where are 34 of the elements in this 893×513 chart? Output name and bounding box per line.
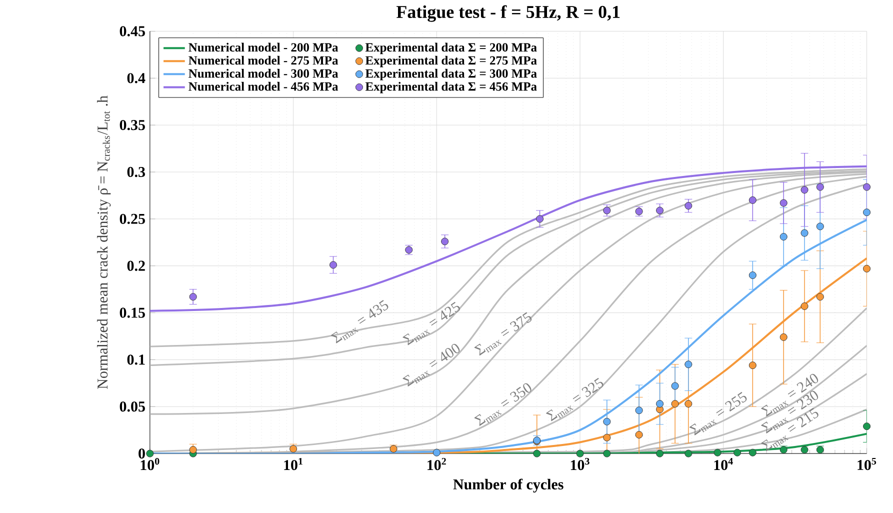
x-tick-label: 10$^{4}$ bbox=[714, 458, 733, 470]
y-tick-label: 0.4 bbox=[127, 73, 146, 84]
legend-label: Experimental data Σ = 275 MPa bbox=[365, 56, 537, 68]
legend-label: Experimental data Σ = 300 MPa bbox=[365, 69, 537, 80]
x-tick-label: 10$^{5}$ bbox=[858, 458, 876, 470]
y-tick-label: 0.35 bbox=[120, 120, 145, 130]
annotation: Σ$_{max}$ = 375 bbox=[474, 312, 532, 356]
y-tick-label: 0.2 bbox=[127, 260, 145, 272]
legend-label: Experimental data Σ = 456 MPa bbox=[365, 82, 537, 94]
y-axis-title: Normalized mean crack density ρ̄ = N$_{cracks}$/L$_{tot}$ .h bbox=[97, 96, 111, 390]
y-tick-label: 0.25 bbox=[120, 214, 145, 224]
annotation: Σ$_{max}$ = 400 bbox=[402, 344, 460, 387]
legend-label: Experimental data Σ = 200 MPa bbox=[365, 43, 537, 54]
y-tick-label: 0.15 bbox=[120, 308, 145, 318]
x-tick-label: 10$^{0}$ bbox=[140, 458, 160, 470]
annotation: Σ$_{max}$ = 255 bbox=[689, 392, 747, 436]
x-tick-label: 10$^{1}$ bbox=[284, 458, 302, 470]
y-tick-label: 0 bbox=[138, 448, 145, 459]
y-tick-label: 0.05 bbox=[120, 402, 145, 412]
legend-label: Numerical model - 200 MPa bbox=[188, 43, 338, 52]
x-tick-label: 10$^{3}$ bbox=[570, 458, 590, 470]
legend-label: Numerical model - 275 MPa bbox=[188, 56, 338, 65]
legend-label: Numerical model - 300 MPa bbox=[188, 69, 338, 78]
y-tick-label: 0.45 bbox=[120, 26, 145, 37]
annotation: Σ$_{max}$ = 325 bbox=[546, 378, 604, 422]
annotation: Σ$_{max}$ = 350 bbox=[474, 383, 532, 426]
annotation: Σ$_{max}$ = 425 bbox=[402, 302, 460, 346]
chart-title: Fatigue test - f = 5Hz, R = 0,1 bbox=[396, 5, 620, 22]
annotation: Σ$_{max}$ = 435 bbox=[330, 300, 388, 344]
y-tick-label: 0.3 bbox=[127, 167, 145, 178]
x-axis-title: Number of cycles bbox=[453, 478, 564, 493]
x-tick-label: 10$^{2}$ bbox=[428, 458, 446, 470]
y-tick-label: 0.1 bbox=[127, 354, 145, 365]
legend-label: Numerical model - 456 MPa bbox=[188, 82, 338, 91]
